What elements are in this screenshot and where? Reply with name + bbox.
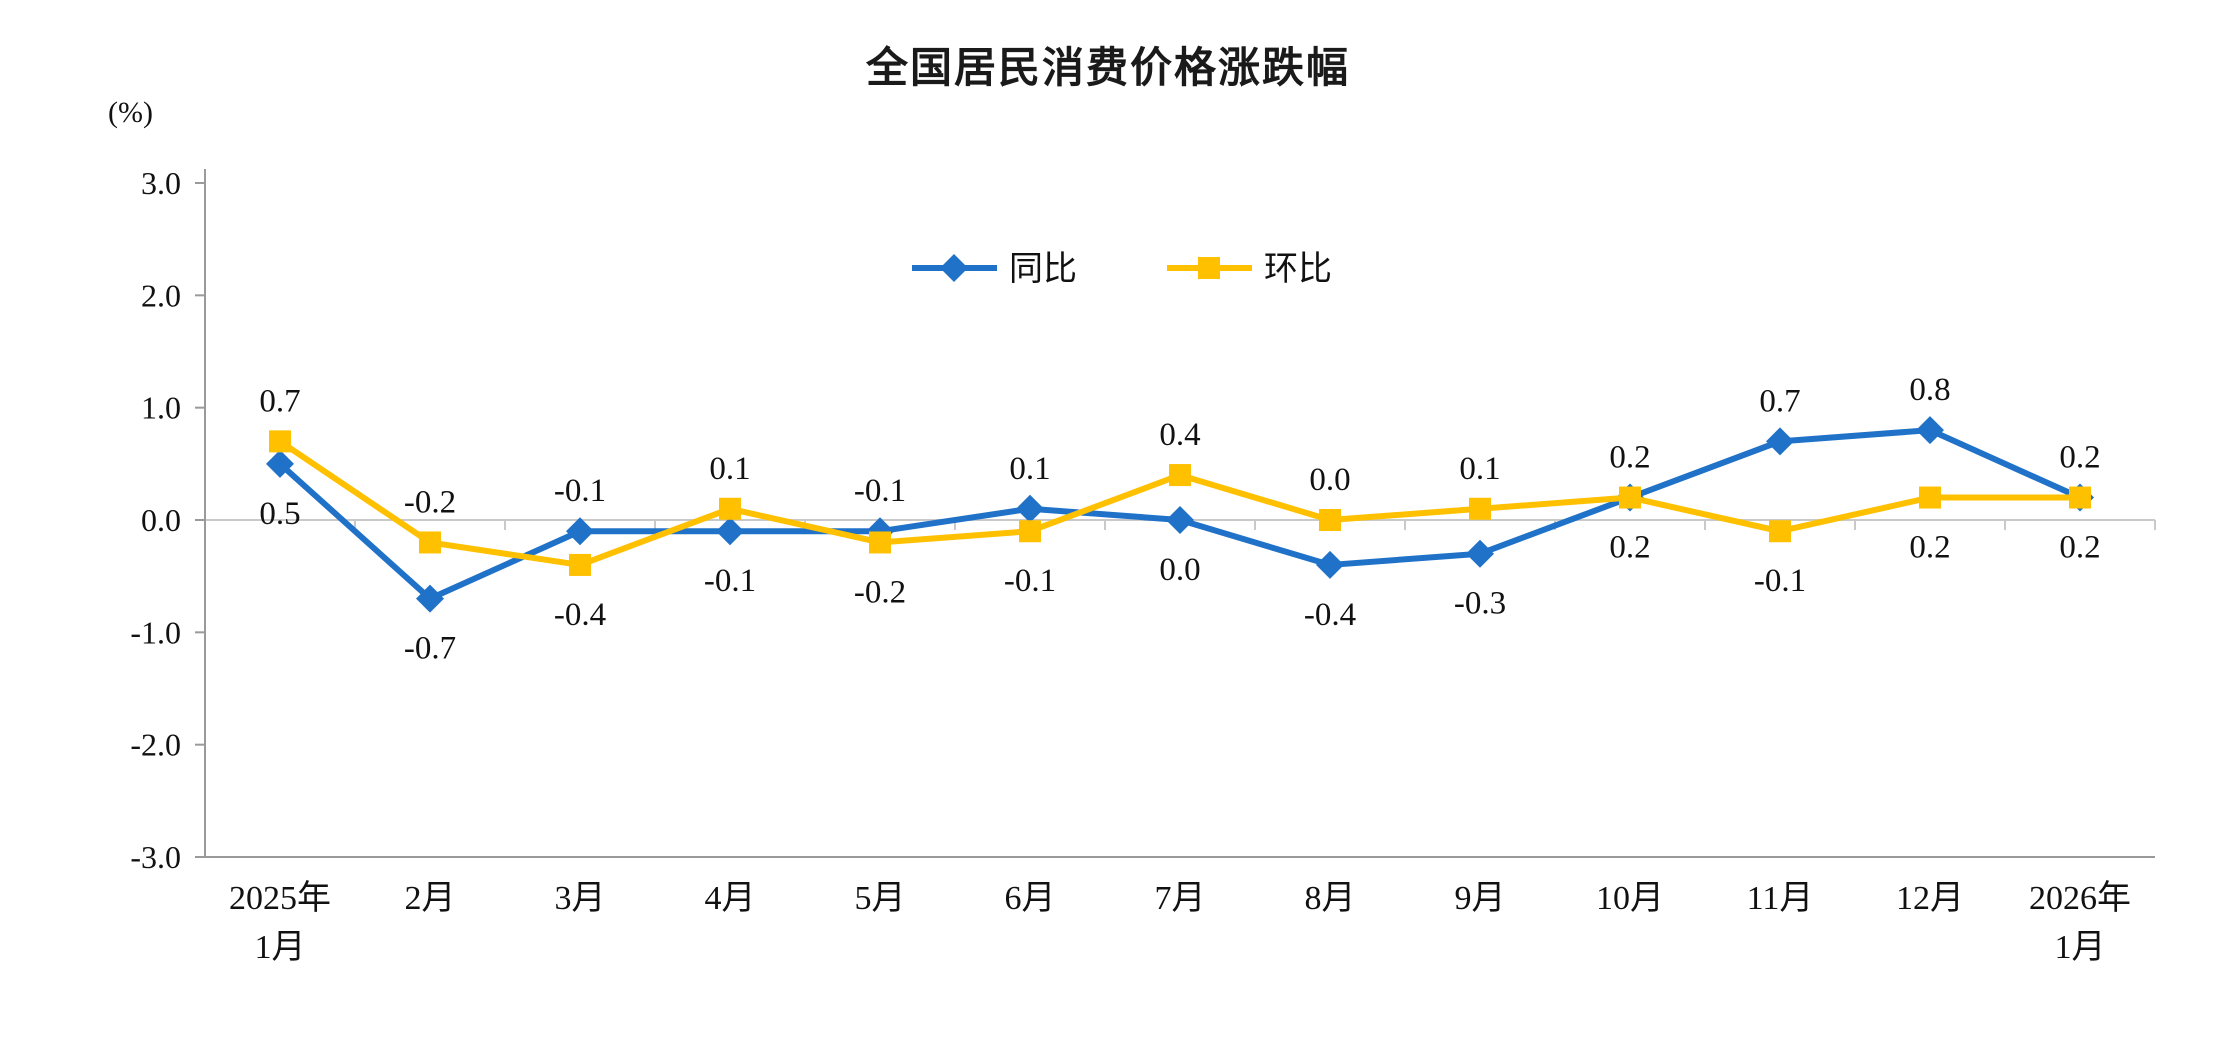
square-marker bbox=[569, 553, 591, 576]
y-tick-label: 2.0 bbox=[141, 277, 181, 313]
square-marker bbox=[269, 430, 291, 453]
square-marker bbox=[869, 531, 891, 554]
data-label-huanbi: -0.2 bbox=[404, 484, 456, 520]
diamond-marker bbox=[716, 517, 744, 546]
x-tick-label: 1月 bbox=[2055, 929, 2106, 966]
data-label-tongbi: -0.3 bbox=[1454, 586, 1506, 622]
data-label-huanbi: -0.1 bbox=[1754, 563, 1806, 599]
square-marker bbox=[1769, 520, 1791, 543]
series-tongbi: 0.5-0.7-0.1-0.1-0.10.10.0-0.4 -0.30.20.7 0… bbox=[259, 372, 2100, 667]
diamond-marker bbox=[266, 449, 294, 478]
data-label-tongbi: -0.7 bbox=[404, 631, 456, 667]
diamond-marker bbox=[1916, 416, 1944, 445]
data-label-huanbi: 0.2 bbox=[1609, 530, 1650, 566]
diamond-marker bbox=[416, 584, 444, 613]
x-tick-label: 11月 bbox=[1747, 880, 1814, 917]
x-tick-label: 3月 bbox=[555, 880, 606, 917]
y-tick-label: 3.0 bbox=[141, 165, 181, 201]
y-tick-label: -2.0 bbox=[130, 727, 181, 763]
square-marker bbox=[719, 497, 741, 520]
square-marker bbox=[1319, 509, 1341, 531]
x-tick-label: 1月 bbox=[255, 929, 306, 966]
x-tick-label: 7月 bbox=[1155, 880, 1206, 917]
legend-label-tongbi: 同比 bbox=[1009, 251, 1077, 288]
square-marker bbox=[2069, 486, 2091, 509]
square-marker bbox=[1919, 486, 1941, 509]
data-label-tongbi: -0.1 bbox=[554, 473, 606, 509]
data-label-tongbi: 0.1 bbox=[1009, 451, 1050, 487]
diamond-marker bbox=[566, 517, 594, 546]
data-label-huanbi: 0.0 bbox=[1309, 462, 1350, 498]
diamond-marker bbox=[1016, 494, 1044, 523]
data-label-huanbi: 0.2 bbox=[1909, 530, 1950, 566]
square-marker bbox=[1469, 497, 1491, 520]
data-label-tongbi: -0.1 bbox=[854, 473, 906, 509]
data-label-tongbi: 0.7 bbox=[1759, 383, 1800, 419]
data-label-tongbi: -0.1 bbox=[704, 563, 756, 599]
square-marker bbox=[1198, 257, 1220, 279]
series-huanbi: 0.7 -0.2 -0.4 0.1 -0.2 -0.1 0.4 0.0 0.1 0.2 -0.1 0.… bbox=[259, 383, 2100, 633]
x-tick-label: 6月 bbox=[1005, 880, 1056, 917]
diamond-marker bbox=[1316, 550, 1344, 579]
y-tick-label: -1.0 bbox=[130, 614, 181, 650]
x-tick-label: 2月 bbox=[405, 880, 456, 917]
data-label-huanbi: 0.1 bbox=[709, 451, 750, 487]
data-label-huanbi: 0.7 bbox=[259, 383, 300, 419]
data-label-huanbi: -0.2 bbox=[854, 574, 906, 610]
square-marker bbox=[1169, 464, 1191, 487]
y-tick-label: -3.0 bbox=[130, 839, 181, 875]
x-tick-label: 5月 bbox=[855, 880, 906, 917]
y-tick-label: 0.0 bbox=[141, 502, 181, 538]
diamond-marker bbox=[1466, 539, 1494, 568]
data-label-huanbi: 0.4 bbox=[1159, 417, 1200, 453]
legend: 同比 环比 bbox=[912, 251, 1332, 288]
x-tick-label: 4月 bbox=[705, 880, 756, 917]
y-axis-unit-label: (%) bbox=[108, 96, 153, 129]
diamond-marker bbox=[1166, 506, 1194, 534]
data-label-huanbi: 0.1 bbox=[1459, 451, 1500, 487]
x-tick-label: 2025年 bbox=[229, 879, 331, 917]
square-marker bbox=[1019, 520, 1041, 543]
square-marker bbox=[419, 531, 441, 554]
diamond-marker bbox=[940, 254, 968, 282]
data-label-tongbi: 0.2 bbox=[2059, 440, 2100, 476]
square-marker bbox=[1619, 486, 1641, 509]
data-label-tongbi: 0.5 bbox=[259, 496, 300, 532]
data-label-tongbi: 0.0 bbox=[1159, 552, 1200, 588]
data-label-tongbi: 0.2 bbox=[1609, 440, 1650, 476]
x-tick-label: 2026年 bbox=[2029, 879, 2131, 917]
diamond-marker bbox=[1766, 427, 1794, 456]
data-label-huanbi: 0.2 bbox=[2059, 530, 2100, 566]
data-label-tongbi: 0.8 bbox=[1909, 372, 1950, 408]
x-tick-label: 10月 bbox=[1596, 880, 1664, 917]
axes: 3.0 2.0 1.0 0.0 -1.0 -2.0 -3.0 2025年 1月 2月 3月 4月 5月 6… bbox=[130, 165, 2156, 966]
data-label-tongbi: -0.4 bbox=[1304, 597, 1356, 633]
x-tick-label: 8月 bbox=[1305, 880, 1356, 917]
x-tick-label: 9月 bbox=[1455, 880, 1506, 917]
data-label-huanbi: -0.1 bbox=[1004, 563, 1056, 599]
x-tick-label: 12月 bbox=[1896, 880, 1964, 917]
chart-title: 全国居民消费价格涨跌幅 bbox=[865, 44, 1350, 91]
y-tick-label: 1.0 bbox=[141, 390, 181, 426]
data-label-huanbi: -0.4 bbox=[554, 597, 606, 633]
legend-label-huanbi: 环比 bbox=[1264, 251, 1332, 288]
